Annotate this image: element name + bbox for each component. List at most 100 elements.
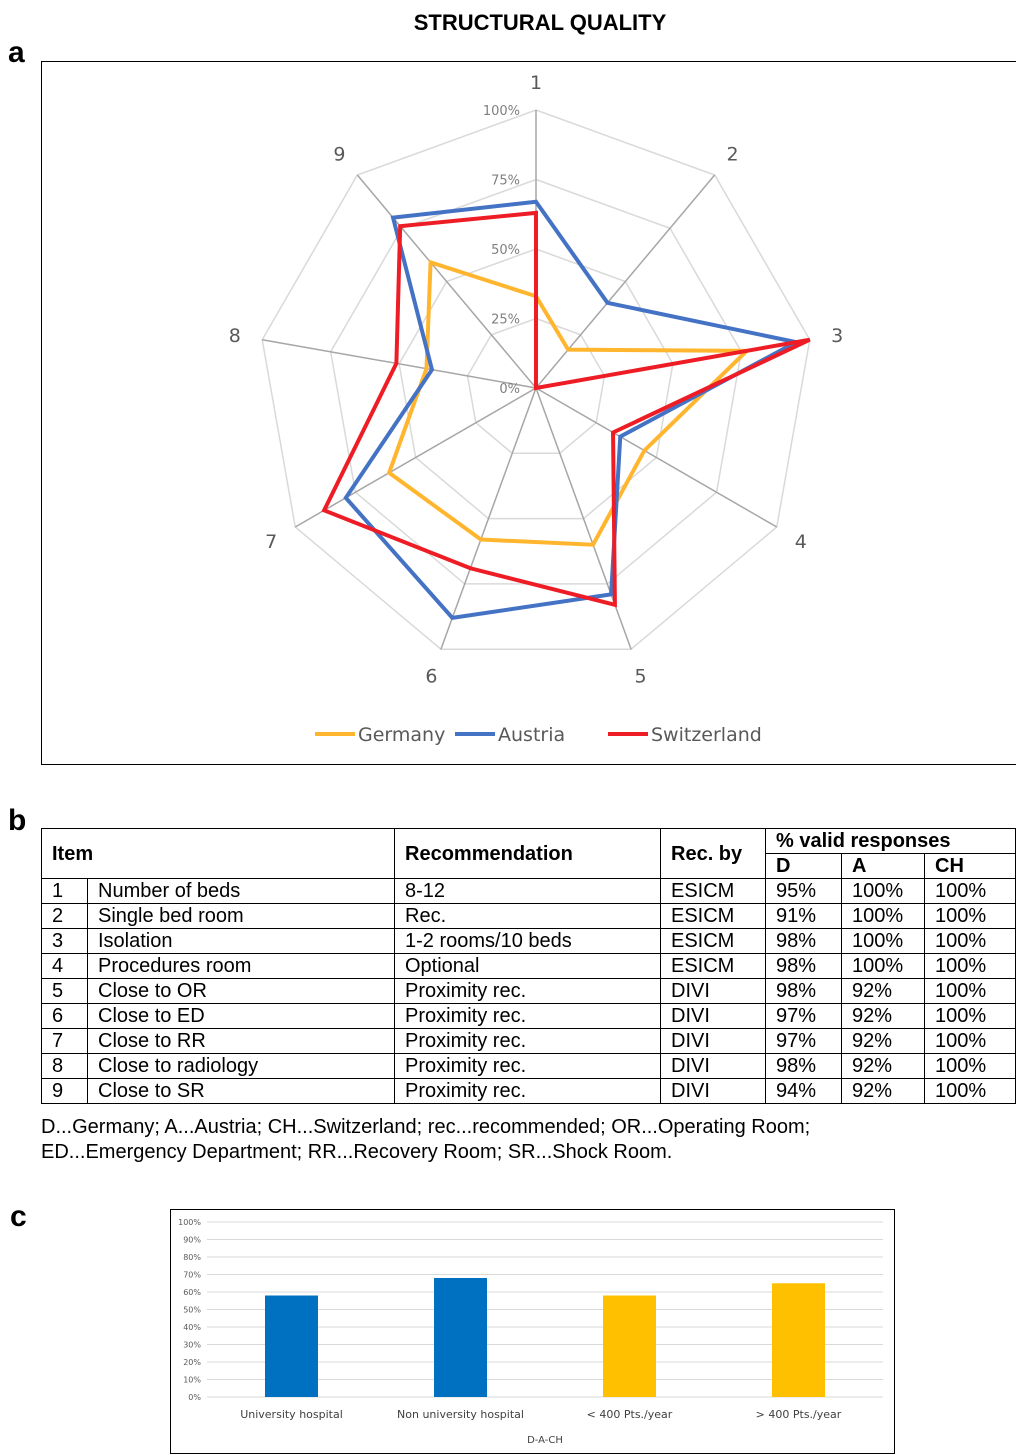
cell-ch: 100%: [924, 1053, 1016, 1079]
radar-category-label: 6: [425, 665, 437, 687]
cell-item: Single bed room: [87, 903, 395, 929]
cell-a: 100%: [841, 903, 925, 929]
bar-chart-frame: 0% 10% 20% 30% 40% 50% 60% 70% 80% 90% 100% Univers…: [170, 1209, 895, 1454]
cell-num: 2: [41, 903, 88, 929]
radar-category-label: 1: [530, 72, 542, 94]
cell-a: 100%: [841, 953, 925, 979]
table-footnote-line-1: D...Germany; A...Austria; CH...Switzerla…: [41, 1116, 811, 1138]
bar-chart: 0% 10% 20% 30% 40% 50% 60% 70% 80% 90% 100% Univers…: [178, 1218, 883, 1446]
table-row: 6 Close to ED Proximity rec. DIVI 97% 92% 100%: [41, 1003, 1016, 1029]
table-row: 7 Close to RR Proximity rec. DIVI 97% 92% 100%: [41, 1028, 1016, 1054]
radar-category-label: 7: [265, 531, 277, 553]
radar-category-label: 9: [333, 144, 345, 166]
cell-num: 6: [41, 1003, 88, 1029]
cell-d: 98%: [765, 953, 842, 979]
cell-by: ESICM: [660, 903, 766, 929]
cell-a: 100%: [841, 878, 925, 904]
bar-y-tick-label: 90%: [183, 1236, 201, 1245]
radar-axis-spoke: [535, 387, 778, 528]
cell-by: DIVI: [660, 1078, 766, 1104]
panel-letter-c: c: [10, 1200, 27, 1233]
cell-by: DIVI: [660, 978, 766, 1004]
table-row: 5 Close to OR Proximity rec. DIVI 98% 92% 100%: [41, 978, 1016, 1004]
cell-d: 98%: [765, 1053, 842, 1079]
bar-3: [603, 1295, 656, 1397]
cell-a: 100%: [841, 928, 925, 954]
cell-item: Number of beds: [87, 878, 395, 904]
radar-tick-label: 50%: [491, 243, 520, 258]
table-row: 8 Close to radiology Proximity rec. DIVI 98%…: [41, 1053, 1016, 1079]
cell-rec: Rec.: [394, 903, 661, 929]
header-item: Item: [41, 828, 395, 879]
table-footnote-line-2: ED...Emergency Department; RR...Recovery…: [41, 1141, 673, 1163]
cell-item: Procedures room: [87, 953, 395, 979]
cell-a: 92%: [841, 1078, 925, 1104]
bar-4: [772, 1283, 825, 1397]
bar-y-tick-label: 40%: [183, 1323, 201, 1332]
cell-num: 5: [41, 978, 88, 1004]
radar-chart: 0% 25% 50% 75% 100% 1 2 3 4 5 6 7 8 9 Germany Austria Sw…: [229, 72, 843, 746]
cell-by: DIVI: [660, 1003, 766, 1029]
cell-rec: Optional: [394, 953, 661, 979]
cell-ch: 100%: [924, 878, 1016, 904]
cell-num: 3: [41, 928, 88, 954]
cell-ch: 100%: [924, 1003, 1016, 1029]
radar-grid-ring: [466, 317, 606, 455]
cell-ch: 100%: [924, 1028, 1016, 1054]
bar-y-tick-label: 30%: [183, 1341, 201, 1350]
table-row: 2 Single bed room Rec. ESICM 91% 100% 100%: [41, 903, 1016, 929]
bar-x-axis-label: D-A-CH: [527, 1435, 563, 1446]
bar-y-tick-label: 100%: [178, 1218, 201, 1227]
cell-d: 98%: [765, 978, 842, 1004]
cell-d: 98%: [765, 928, 842, 954]
table-row: 3 Isolation 1-2 rooms/10 beds ESICM 98% 100% 1…: [41, 928, 1016, 954]
header-rec-by: Rec. by: [660, 828, 766, 879]
legend-label-switzerland: Switzerland: [651, 724, 762, 746]
cell-by: DIVI: [660, 1028, 766, 1054]
bar-y-tick-label: 80%: [183, 1253, 201, 1262]
cell-rec: Proximity rec.: [394, 1028, 661, 1054]
radar-axis-spoke: [294, 387, 537, 528]
cell-rec: Proximity rec.: [394, 1003, 661, 1029]
radar-axis-spoke: [356, 174, 537, 389]
radar-tick-label: 0%: [499, 382, 520, 397]
cell-rec: 1-2 rooms/10 beds: [394, 928, 661, 954]
header-recommendation: Recommendation: [394, 828, 661, 879]
bar-2: [434, 1278, 487, 1397]
table-row: 4 Procedures room Optional ESICM 98% 100% 100%: [41, 953, 1016, 979]
cell-item: Close to ED: [87, 1003, 395, 1029]
radar-series-austria: [343, 199, 802, 621]
recommendation-table: Item Recommendation Rec. by % valid resp…: [41, 828, 1016, 1104]
bar-1: [265, 1295, 318, 1397]
cell-num: 4: [41, 953, 88, 979]
radar-category-label: 5: [635, 665, 647, 687]
bar-y-tick-label: 70%: [183, 1271, 201, 1280]
legend-label-austria: Austria: [498, 724, 565, 746]
bar-y-tick-label: 50%: [183, 1306, 201, 1315]
cell-by: ESICM: [660, 953, 766, 979]
bar-category-label: University hospital: [240, 1408, 343, 1421]
cell-d: 97%: [765, 1003, 842, 1029]
radar-tick-label: 75%: [491, 174, 520, 189]
cell-a: 92%: [841, 1003, 925, 1029]
cell-d: 95%: [765, 878, 842, 904]
cell-item: Close to radiology: [87, 1053, 395, 1079]
cell-num: 9: [41, 1078, 88, 1104]
radar-grid-ring: [398, 248, 674, 520]
cell-by: ESICM: [660, 928, 766, 954]
cell-rec: 8-12: [394, 878, 661, 904]
radar-grid-ring: [261, 109, 811, 650]
cell-a: 92%: [841, 1028, 925, 1054]
cell-num: 1: [41, 878, 88, 904]
table-subheader-row: D A CH: [42, 853, 1016, 879]
table-row: 1 Number of beds 8-12 ESICM 95% 100% 100%: [41, 878, 1016, 904]
table-header-row: Item Recommendation Rec. by % valid resp…: [41, 828, 1016, 879]
header-valid-responses: % valid responses: [765, 828, 1016, 854]
cell-num: 7: [41, 1028, 88, 1054]
bar-y-tick-label: 0%: [188, 1393, 201, 1402]
bar-y-tick-label: 60%: [183, 1288, 201, 1297]
cell-ch: 100%: [924, 928, 1016, 954]
legend-label-germany: Germany: [358, 724, 445, 746]
radar-category-label: 8: [229, 325, 241, 347]
cell-item: Close to SR: [87, 1078, 395, 1104]
